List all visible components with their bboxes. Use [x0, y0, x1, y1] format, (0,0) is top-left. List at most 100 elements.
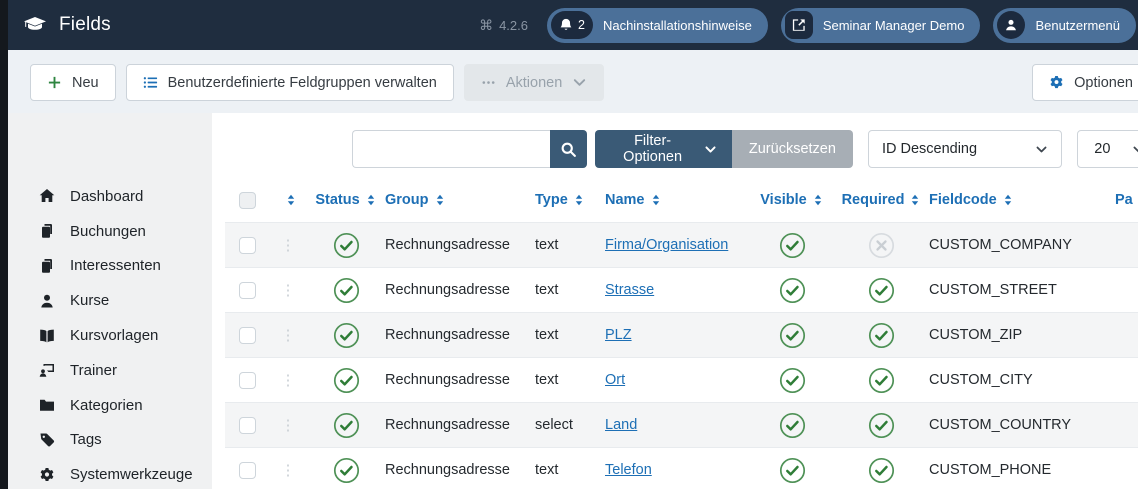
- drag-handle-icon[interactable]: ⋮: [280, 371, 296, 389]
- site-preview-label: Seminar Manager Demo: [822, 17, 965, 33]
- field-name-link[interactable]: Firma/Organisation: [605, 237, 729, 253]
- cell-name: Firma/Organisation: [605, 237, 750, 253]
- published-status-icon[interactable]: [333, 457, 360, 484]
- col-header-group[interactable]: Group: [385, 192, 535, 208]
- row-checkbox[interactable]: [238, 281, 256, 299]
- cell-fieldcode: CUSTOM_PHONE: [929, 462, 1115, 478]
- chevron-down-icon: [1035, 143, 1048, 156]
- published-status-icon[interactable]: [333, 277, 360, 304]
- cell-status: [307, 412, 385, 439]
- col-header-label: Fieldcode: [929, 192, 997, 208]
- sidebar-item-label: Interessenten: [70, 257, 161, 275]
- sort-icon: [365, 194, 377, 206]
- sidebar-item-kategorien[interactable]: Kategorien: [8, 388, 212, 423]
- row-checkbox[interactable]: [238, 461, 256, 479]
- cell-ordering: ⋮: [269, 373, 307, 388]
- cell-status: [307, 232, 385, 259]
- cell-text-fieldcode: CUSTOM_PHONE: [929, 462, 1052, 478]
- cell-status: [307, 457, 385, 484]
- row-checkbox[interactable]: [238, 236, 256, 254]
- cell-type: text: [535, 327, 605, 343]
- col-header-type[interactable]: Type: [535, 192, 605, 208]
- published-status-icon[interactable]: [333, 322, 360, 349]
- published-status-icon[interactable]: [333, 412, 360, 439]
- manage-field-groups-button[interactable]: Benutzerdefinierte Feldgruppen verwalten: [125, 64, 454, 101]
- published-status-icon[interactable]: [333, 232, 360, 259]
- row-checkbox[interactable]: [238, 416, 256, 434]
- filter-bar: Filter-Optionen Zurücksetzen ID Descendi…: [352, 130, 1138, 168]
- cell-ordering: ⋮: [269, 463, 307, 478]
- required-yes-icon: [868, 412, 895, 439]
- field-name-link[interactable]: Land: [605, 417, 638, 433]
- drag-handle-icon[interactable]: ⋮: [280, 461, 296, 479]
- row-checkbox[interactable]: [238, 371, 256, 389]
- col-header-status[interactable]: Status: [307, 192, 385, 208]
- table-row: ⋮ Rechnungsadresse text Firma/Organisation C…: [225, 222, 1138, 267]
- page-title: Fields: [59, 14, 111, 35]
- col-header-label: Name: [605, 192, 645, 208]
- field-name-link[interactable]: Ort: [605, 372, 626, 388]
- site-preview-button[interactable]: Seminar Manager Demo: [780, 7, 981, 43]
- topbar-right: ⌘ 4.2.6 2 Nachinstallationshinweise Semi…: [479, 7, 1136, 43]
- sort-icon: [434, 194, 446, 206]
- cell-name: PLZ: [605, 327, 750, 343]
- field-name-link[interactable]: Telefon: [605, 462, 652, 478]
- sidebar-item-label: Systemwerkzeuge: [70, 466, 193, 484]
- visible-yes-icon: [779, 322, 806, 349]
- user-menu-button[interactable]: Benutzermenü: [993, 7, 1136, 43]
- field-name-link[interactable]: PLZ: [605, 327, 632, 343]
- row-checkbox[interactable]: [238, 326, 256, 344]
- visible-yes-icon: [779, 412, 806, 439]
- drag-handle-icon[interactable]: ⋮: [280, 416, 296, 434]
- options-button[interactable]: Optionen: [1032, 64, 1138, 101]
- copy-icon: [38, 223, 56, 239]
- col-header-required[interactable]: Required: [834, 192, 929, 208]
- sidebar-item-dashboard[interactable]: Dashboard: [8, 179, 212, 214]
- drag-handle-icon[interactable]: ⋮: [280, 326, 296, 344]
- filter-options-button[interactable]: Filter-Optionen: [595, 130, 732, 168]
- sidebar-item-systemwerkzeuge[interactable]: Systemwerkzeuge: [8, 457, 212, 489]
- cell-text-fieldcode: CUSTOM_STREET: [929, 282, 1057, 298]
- gear-icon: [38, 467, 56, 483]
- list-limit-select[interactable]: 20: [1077, 130, 1138, 168]
- sort-icon: [285, 194, 297, 206]
- sidebar-item-interessenten[interactable]: Interessenten: [8, 249, 212, 284]
- new-button[interactable]: Neu: [30, 64, 116, 101]
- cell-group: Rechnungsadresse: [385, 327, 535, 343]
- sidebar-item-kurse[interactable]: Kurse: [8, 283, 212, 318]
- required-yes-icon: [868, 457, 895, 484]
- sort-order-select[interactable]: ID Descending: [867, 130, 1063, 168]
- required-yes-icon: [868, 367, 895, 394]
- plus-icon: [47, 75, 62, 90]
- col-header-name[interactable]: Name: [605, 192, 750, 208]
- sidebar-item-buchungen[interactable]: Buchungen: [8, 214, 212, 249]
- external-link-icon: [784, 11, 813, 39]
- search-input[interactable]: [352, 130, 550, 168]
- chevron-down-icon: [1132, 143, 1138, 156]
- sidebar-item-label: Dashboard: [70, 187, 144, 205]
- field-name-link[interactable]: Strasse: [605, 282, 655, 298]
- notifications-button[interactable]: 2 Nachinstallationshinweise: [547, 7, 768, 43]
- table-row: ⋮ Rechnungsadresse text Ort CUSTOM_CITY: [225, 357, 1138, 402]
- cell-group: Rechnungsadresse: [385, 237, 535, 253]
- select-all-checkbox[interactable]: [238, 191, 256, 209]
- drag-handle-icon[interactable]: ⋮: [280, 236, 296, 254]
- col-header-label: Group: [385, 192, 429, 208]
- clear-filters-button[interactable]: Zurücksetzen: [731, 130, 853, 168]
- search-button[interactable]: [550, 130, 588, 168]
- cell-fieldcode: CUSTOM_STREET: [929, 282, 1115, 298]
- published-status-icon[interactable]: [333, 367, 360, 394]
- col-header-fieldcode[interactable]: Fieldcode: [929, 192, 1115, 208]
- drag-handle-icon[interactable]: ⋮: [280, 281, 296, 299]
- sidebar-item-trainer[interactable]: Trainer: [8, 353, 212, 388]
- ellipsis-icon: [481, 75, 496, 90]
- sidebar-item-tags[interactable]: Tags: [8, 423, 212, 458]
- col-header-visible[interactable]: Visible: [750, 192, 834, 208]
- actions-dropdown-button[interactable]: Aktionen: [463, 64, 605, 101]
- col-header-ordering[interactable]: [269, 194, 307, 206]
- cell-select: [225, 371, 269, 389]
- cell-required: [834, 322, 929, 349]
- cell-status: [307, 277, 385, 304]
- sidebar-item-kursvorlagen[interactable]: Kursvorlagen: [8, 318, 212, 353]
- cell-select: [225, 416, 269, 434]
